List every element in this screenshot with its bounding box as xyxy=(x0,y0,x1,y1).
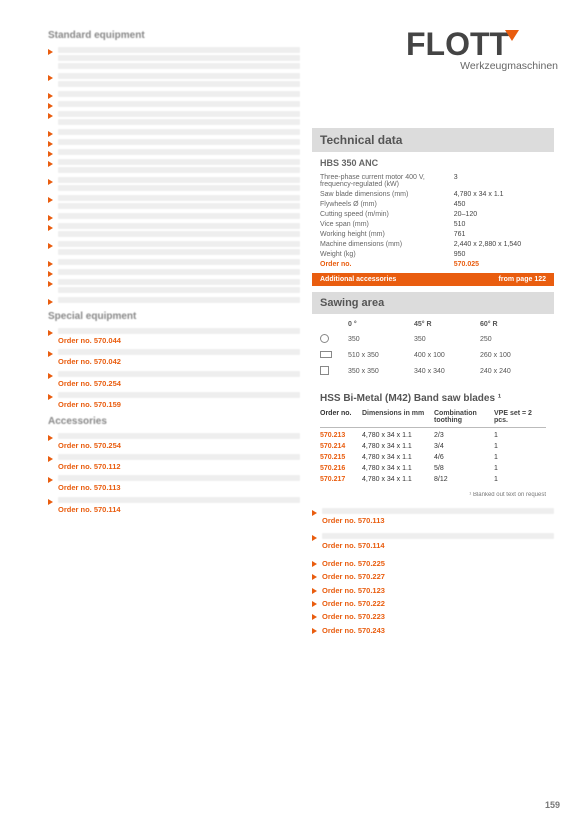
list-item xyxy=(48,111,300,125)
sawing-row: 350350250 xyxy=(320,331,546,348)
right-lower-block: Order no. 570.113 Order no. 570.114 Order … xyxy=(312,508,554,635)
blade-row: 570.2134,780 x 34 x 1.12/31 xyxy=(320,430,546,441)
sawing-area-block: Sawing area 0 ° 45° R 60° R 350350250510… xyxy=(312,292,554,386)
list-item: Order no. 570.113 xyxy=(312,508,554,525)
list-item: Order no. 570.114 xyxy=(48,497,300,514)
list-item: Order no. 570.254 xyxy=(48,371,300,388)
right-lower-list: Order no. 570.113 Order no. 570.114 Order … xyxy=(312,508,554,635)
list-item: Order no. 570.227 xyxy=(312,572,554,581)
list-item: Order no. 570.223 xyxy=(312,612,554,621)
list-item xyxy=(48,297,300,303)
accessories-list: Order no. 570.254 Order no. 570.112 Order … xyxy=(48,433,300,515)
list-item xyxy=(48,129,300,135)
list-item xyxy=(48,149,300,155)
list-item xyxy=(48,73,300,87)
blade-row: 570.2144,780 x 34 x 1.13/41 xyxy=(320,441,546,452)
heading-special-equipment: Special equipment xyxy=(48,311,300,322)
list-item xyxy=(48,159,300,173)
page-number: 159 xyxy=(545,800,560,810)
list-item xyxy=(48,101,300,107)
sawing-header-row: 0 ° 45° R 60° R xyxy=(320,318,546,331)
list-item: Order no. 570.222 xyxy=(312,599,554,608)
left-column: Standard equipment Special equipment Ord… xyxy=(48,30,300,639)
blades-footnote: ¹ Blanked out text on request xyxy=(312,489,554,498)
list-item: Order no. 570.113 xyxy=(48,475,300,492)
technical-data-title: Technical data xyxy=(312,128,554,152)
list-item: Order no. 570.044 xyxy=(48,328,300,345)
technical-data-block: Technical data HBS 350 ANC Three-phase c… xyxy=(312,128,554,286)
list-item xyxy=(48,259,300,265)
tech-row: Weight (kg)950 xyxy=(320,249,546,259)
tech-row: Machine dimensions (mm)2,440 x 2,880 x 1… xyxy=(320,239,546,249)
blades-block: HSS Bi-Metal (M42) Band saw blades ¹ Ord… xyxy=(312,386,554,498)
order-no-row: Order no. 570.025 xyxy=(320,259,546,269)
list-item xyxy=(48,279,300,293)
sawing-row: 510 x 350400 x 100260 x 100 xyxy=(320,348,546,363)
brand-logo: FLOTT Werkzeugmaschinen xyxy=(406,30,558,72)
blade-row: 570.2154,780 x 34 x 1.14/61 xyxy=(320,452,546,463)
list-item: Order no. 570.243 xyxy=(312,626,554,635)
list-item: Order no. 570.112 xyxy=(48,454,300,471)
list-item xyxy=(48,91,300,97)
model-name: HBS 350 ANC xyxy=(320,158,546,168)
list-item xyxy=(48,213,300,219)
standard-equipment-list xyxy=(48,47,300,303)
list-item: Order no. 570.225 xyxy=(312,559,554,568)
list-item: Order no. 570.159 xyxy=(48,392,300,409)
list-item xyxy=(48,269,300,275)
additional-accessories-bar: Additional accessories from page 122 xyxy=(312,273,554,286)
blade-row: 570.2164,780 x 34 x 1.15/81 xyxy=(320,463,546,474)
shape-icon xyxy=(320,351,332,358)
list-item: Order no. 570.042 xyxy=(48,349,300,366)
blade-row: 570.2174,780 x 34 x 1.18/121 xyxy=(320,474,546,485)
blades-title: HSS Bi-Metal (M42) Band saw blades ¹ xyxy=(312,386,554,408)
tech-row: Cutting speed (m/min)20–120 xyxy=(320,209,546,219)
list-item xyxy=(48,195,300,209)
list-item xyxy=(48,241,300,255)
list-item: Order no. 570.254 xyxy=(48,433,300,450)
tech-row: Saw blade dimensions (mm)4,780 x 34 x 1.… xyxy=(320,189,546,199)
tech-row: Three-phase current motor 400 V, frequen… xyxy=(320,172,546,189)
list-item xyxy=(48,139,300,145)
shape-icon xyxy=(320,334,329,343)
sawing-area-title: Sawing area xyxy=(312,292,554,314)
tech-row: Vice span (mm)510 xyxy=(320,219,546,229)
logo-text: FLOTT xyxy=(406,26,509,62)
list-item xyxy=(48,223,300,237)
list-item xyxy=(48,47,300,69)
list-item xyxy=(48,177,300,191)
sawing-row: 350 x 350340 x 340240 x 240 xyxy=(320,363,546,380)
heading-standard-equipment: Standard equipment xyxy=(48,30,300,41)
special-equipment-list: Order no. 570.044 Order no. 570.042 Order … xyxy=(48,328,300,410)
blades-header-row: Order no. Dimensions in mm Combination t… xyxy=(320,408,546,428)
list-item: Order no. 570.123 xyxy=(312,586,554,595)
shape-icon xyxy=(320,366,329,375)
list-item: Order no. 570.114 xyxy=(312,533,554,550)
triangle-icon xyxy=(505,30,519,41)
tech-row: Working height (mm)761 xyxy=(320,229,546,239)
tech-row: Flywheels Ø (mm)450 xyxy=(320,199,546,209)
right-column: Technical data HBS 350 ANC Three-phase c… xyxy=(312,30,554,639)
heading-accessories: Accessories xyxy=(48,416,300,427)
